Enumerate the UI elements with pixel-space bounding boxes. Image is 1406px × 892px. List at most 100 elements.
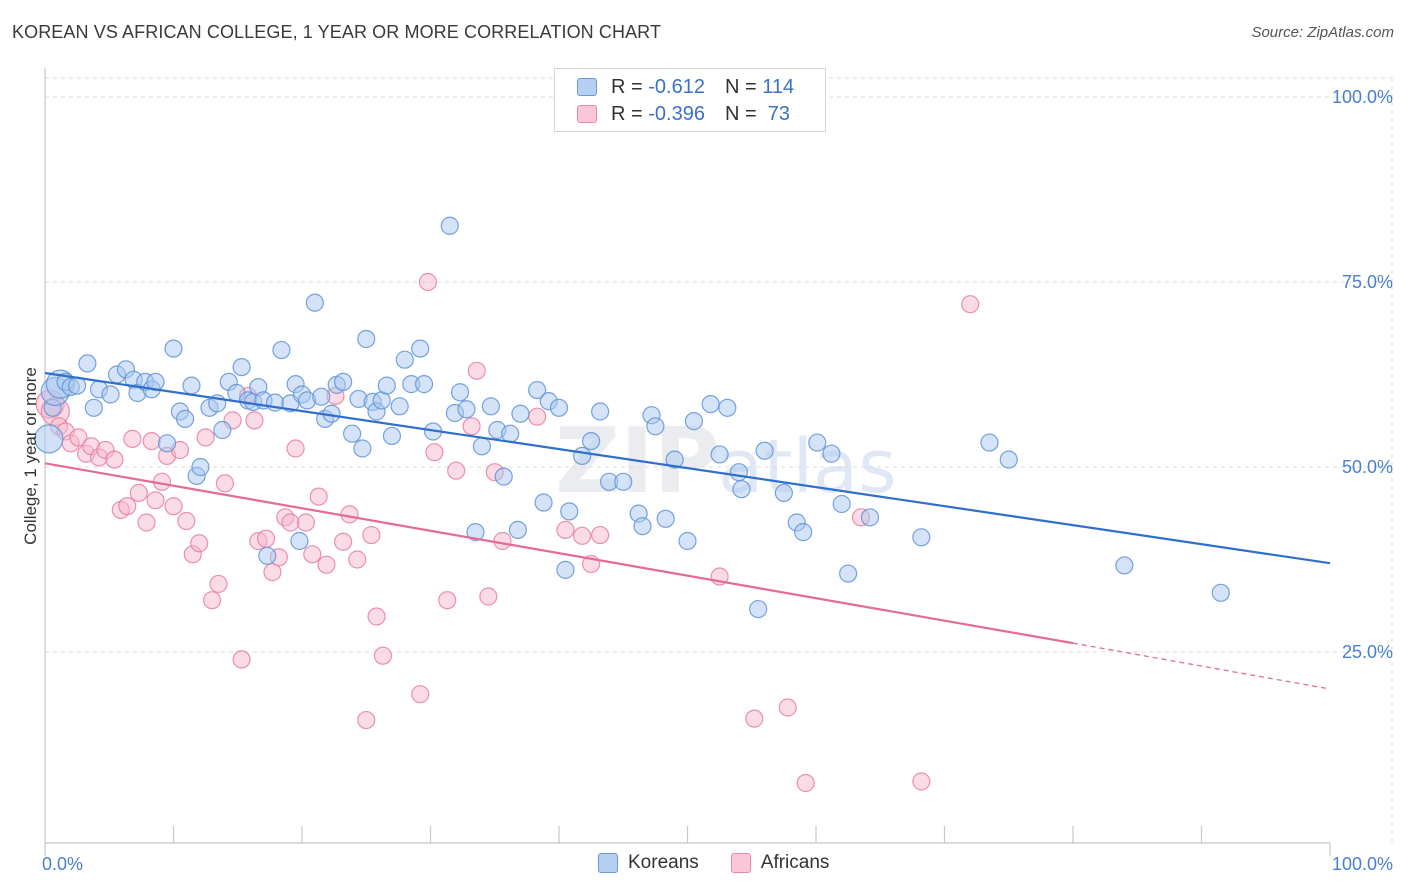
x-tick-label: 100.0% [1332, 854, 1393, 874]
korean-point [78, 354, 97, 373]
korean-point [614, 472, 633, 491]
korean-point [472, 437, 491, 456]
korean-point [414, 375, 434, 394]
african-point [556, 520, 575, 540]
legend-r-label: R = [611, 102, 649, 125]
korean-point [999, 450, 1018, 469]
korean-point [382, 426, 402, 446]
african-point [340, 505, 359, 524]
legend-n-label: N = [724, 75, 763, 98]
korean-point [749, 599, 768, 619]
african-point [438, 591, 457, 610]
korean-point [334, 372, 353, 391]
korean-point [357, 329, 376, 349]
korean-point [312, 387, 331, 406]
korean-point [1211, 583, 1230, 602]
chart-title: KOREAN VS AFRICAN COLLEGE, 1 YEAR OR MOR… [12, 22, 662, 42]
african-point [961, 295, 980, 314]
korean-point [390, 397, 409, 416]
african-point [256, 529, 276, 548]
african-point [296, 513, 315, 532]
legend-n-value: 114 [762, 75, 795, 98]
korean-point [980, 433, 999, 452]
african-points [35, 272, 980, 793]
african-point [367, 607, 386, 626]
korean-point [494, 467, 513, 486]
african-point [137, 513, 156, 532]
y-axis-label: College, 1 year or more [21, 367, 40, 545]
korean-point [839, 564, 858, 583]
african-point [425, 443, 444, 462]
korean-point [450, 383, 470, 402]
legend-r-value: -0.612 [648, 75, 705, 98]
african-point [177, 511, 196, 531]
korean-point [232, 358, 251, 377]
african-point [164, 497, 183, 516]
trendlines [44, 371, 1331, 690]
legend-row-africans: R = -0.396 N = 73 [577, 101, 790, 127]
korean-point [84, 398, 103, 417]
legend-item-africans[interactable]: Africans [730, 852, 830, 874]
korean-point [305, 293, 324, 312]
koreans-swatch [598, 853, 618, 873]
africans-label: Africans [760, 852, 830, 873]
korean-trendline [44, 371, 1331, 565]
korean-point [591, 402, 610, 421]
african-point [447, 461, 466, 480]
african-point [317, 555, 336, 574]
korean-point [794, 523, 813, 542]
legend-r-label: R = [611, 75, 649, 98]
african-point [245, 411, 264, 430]
korean-point [182, 376, 201, 395]
korean-point [755, 441, 774, 460]
african-point [69, 428, 88, 447]
korean-point [556, 560, 575, 579]
koreans-label: Koreans [628, 852, 699, 873]
african-point [190, 534, 209, 553]
african-point [796, 773, 815, 793]
source-label: Source: ZipAtlas.com [1251, 24, 1394, 41]
african-point [215, 474, 234, 493]
correlation-legend: R = -0.612 N = 114 R = -0.396 N = 73 [554, 68, 826, 132]
legend-item-koreans[interactable]: Koreans [598, 852, 699, 874]
african-point [418, 272, 438, 292]
korean-point [665, 450, 684, 469]
korean-point [290, 531, 309, 551]
african-point [286, 439, 305, 458]
korean-point [457, 400, 476, 419]
korean-point [1115, 556, 1134, 575]
korean-point [912, 528, 931, 547]
african-point [591, 525, 610, 545]
african-point [462, 417, 481, 436]
african-point [118, 497, 137, 516]
y-tick-label: 25.0% [1342, 642, 1393, 662]
african-point [493, 531, 512, 551]
korean-point [582, 432, 601, 451]
africans-swatch [730, 853, 751, 873]
african-point [146, 491, 165, 510]
african-point [129, 483, 148, 502]
korean-point [481, 397, 500, 416]
korean-point [440, 216, 459, 235]
korean-point [534, 493, 553, 512]
african-point [202, 591, 222, 610]
korean-point [633, 517, 652, 536]
legend-r-value: -0.396 [648, 102, 705, 125]
african-point [528, 407, 547, 426]
korean-point [511, 404, 530, 423]
axes [44, 68, 1331, 856]
korean-point [701, 395, 720, 414]
korean-point [560, 502, 579, 521]
legend-row-koreans: R = -0.612 N = 114 [577, 74, 794, 100]
african-point [281, 513, 300, 532]
korean-point [832, 494, 851, 514]
korean-point [710, 445, 729, 464]
korean-point [646, 417, 665, 436]
african-point [209, 574, 228, 594]
korean-point [684, 412, 704, 431]
korean-point [157, 434, 177, 453]
african-trendline-extension [1072, 642, 1331, 690]
korean-point [101, 385, 120, 404]
legend-swatch-koreans [577, 78, 597, 96]
